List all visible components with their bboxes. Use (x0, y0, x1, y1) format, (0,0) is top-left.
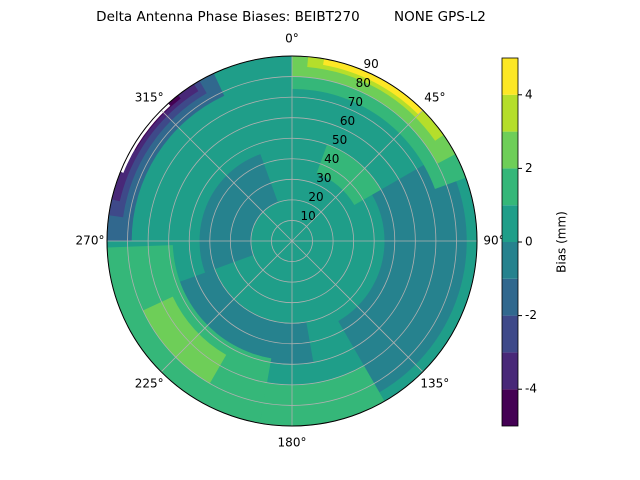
radial-tick-label: 10 (301, 209, 316, 223)
radial-tick-label: 30 (316, 171, 331, 185)
angular-grid (291, 240, 424, 373)
colorbar-tick-label: 4 (525, 87, 533, 101)
colorbar-band (502, 131, 518, 169)
radial-tick-label: 20 (308, 190, 323, 204)
radial-tick-label: 80 (356, 76, 371, 90)
contour-region (108, 80, 207, 218)
angle-tick-label: 315° (135, 91, 164, 105)
contour-region (176, 269, 314, 365)
angle-tick-label: 90° (483, 234, 504, 248)
contour-region (131, 95, 181, 151)
radial-tick-label: 40 (324, 152, 339, 166)
colorbar-band (502, 352, 518, 390)
angle-tick-label: 180° (278, 436, 307, 450)
contour-region (142, 296, 227, 384)
colorbar-band (502, 278, 518, 316)
angle-tick-label: 270° (76, 234, 105, 248)
colorbar-tick-label: -4 (525, 382, 537, 396)
contour-region (292, 56, 466, 189)
radial-tick-label: 70 (348, 95, 363, 109)
colorbar-band (502, 205, 518, 242)
colorbar-band (502, 168, 518, 206)
contour-region (307, 56, 444, 141)
contour-region (107, 73, 225, 241)
polar-axes: 10 20 30 40 50 60 70 80 90 0° 45° 90° 135° 180° 225° 27… (76, 32, 505, 450)
contour-region (323, 58, 423, 115)
radial-tick-label: 50 (332, 133, 347, 147)
colorbar-tick-label: 2 (525, 161, 533, 175)
colorbar-tick-label: -2 (525, 308, 537, 322)
colorbar-band (502, 242, 518, 279)
colorbar-band (502, 389, 518, 426)
angle-tick-label: 225° (135, 376, 164, 390)
contour-region (199, 154, 278, 273)
angular-grid (291, 109, 424, 242)
chart-title: Delta Antenna Phase Biases: BEIBT270 NON… (96, 9, 486, 25)
colorbar-band (502, 58, 518, 95)
polar-frame (106, 55, 478, 427)
colorbar-band (502, 94, 518, 132)
radial-tick-label: 90 (363, 57, 378, 71)
angle-tick-label: 45° (424, 91, 445, 105)
contour-region (111, 84, 199, 202)
angle-tick-label: 135° (420, 376, 449, 390)
angular-grid (160, 240, 293, 373)
angular-grid (160, 109, 293, 242)
contour-region (316, 144, 382, 206)
angle-tick-label: 0° (285, 32, 299, 46)
colorbar-band (502, 315, 518, 353)
radial-tick-label: 60 (340, 114, 355, 128)
missing-data (118, 101, 171, 173)
colorbar-tick-label: 0 (525, 235, 533, 249)
contour-region (338, 153, 467, 393)
colorbar-label: Bias (mm) (555, 211, 569, 273)
